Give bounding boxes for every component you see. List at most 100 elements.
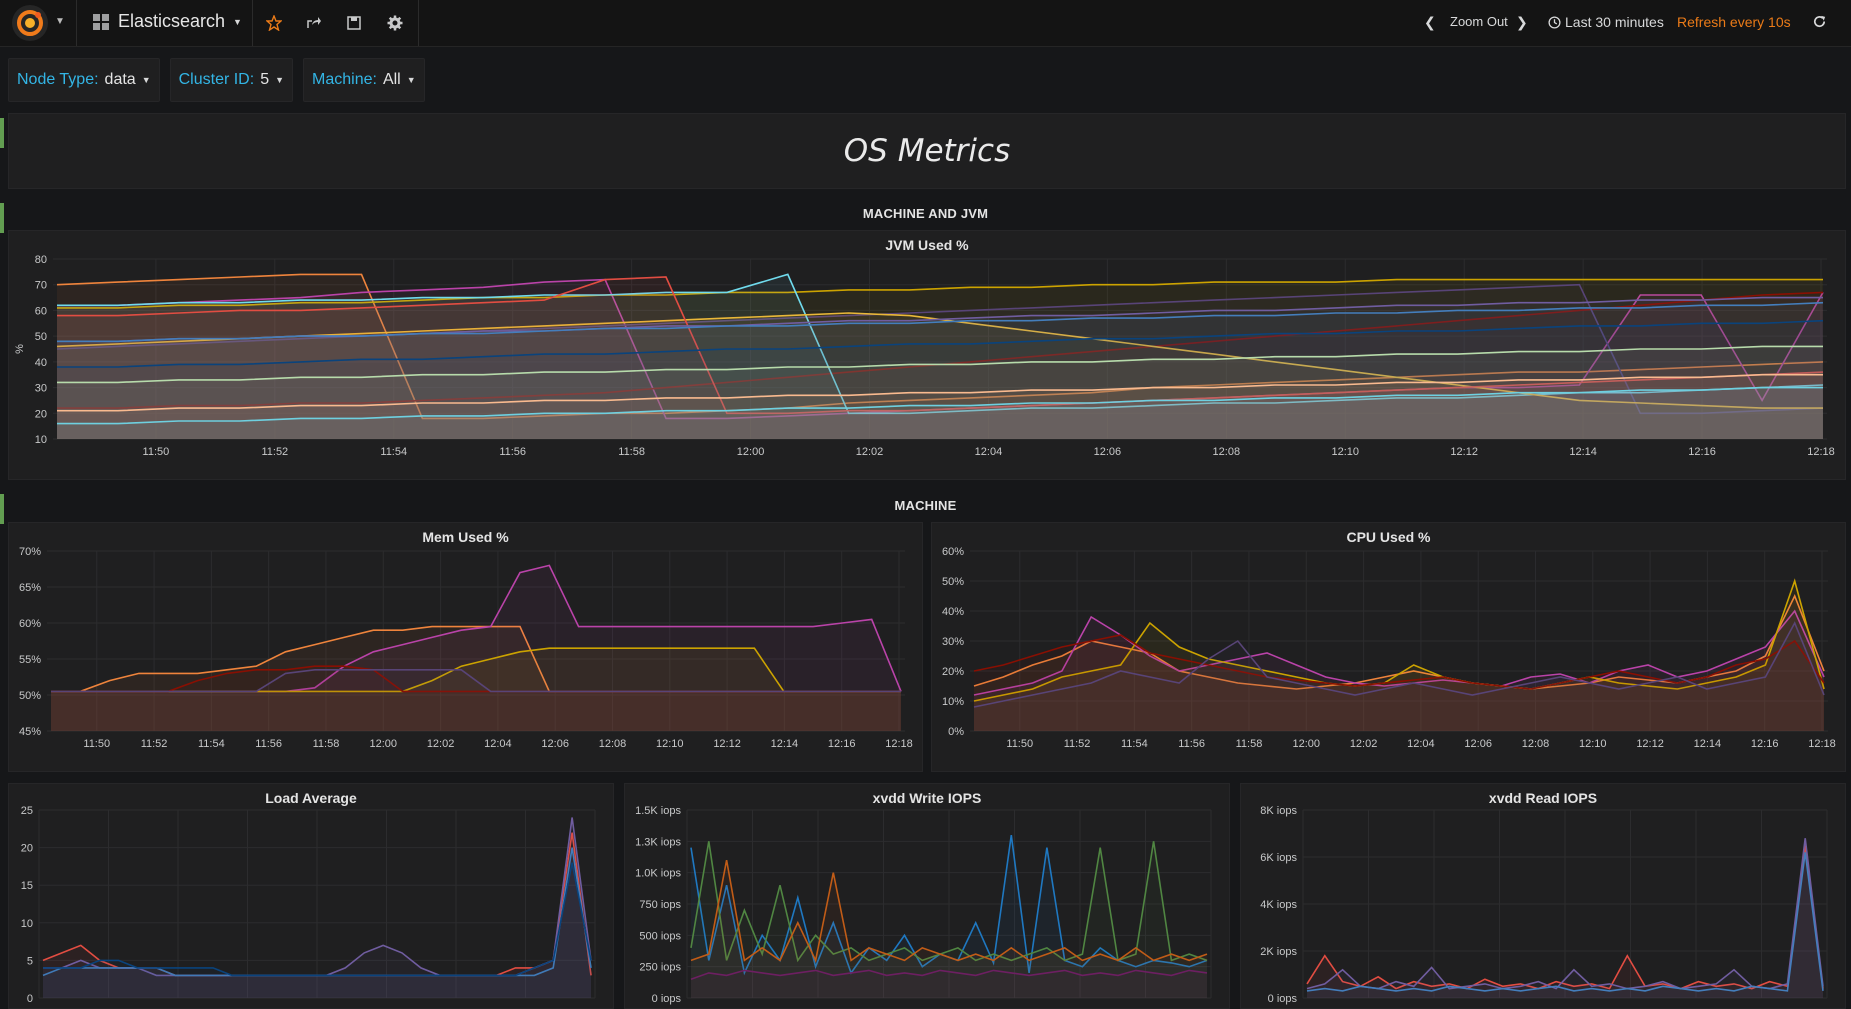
y-tick-label: 30 <box>35 383 47 395</box>
x-tick-label: 12:08 <box>1522 738 1550 750</box>
series-line[interactable] <box>57 319 1824 368</box>
series-line[interactable] <box>57 345 1823 384</box>
x-tick-label: 11:56 <box>255 738 282 750</box>
variable-value: data <box>104 71 136 88</box>
series-area <box>51 565 901 731</box>
row-title-machine-jvm[interactable]: MACHINE AND JVM <box>862 206 989 221</box>
series-line[interactable] <box>973 621 1825 708</box>
panel-title[interactable]: xvdd Read IOPS <box>1488 790 1598 806</box>
series-line[interactable] <box>690 841 1208 963</box>
series-area <box>691 970 1207 998</box>
series-line[interactable] <box>43 862 592 977</box>
series-line[interactable] <box>57 386 1823 425</box>
share-icon[interactable] <box>304 13 324 33</box>
x-tick-label: 12:16 <box>1688 446 1716 458</box>
series-line[interactable] <box>690 859 1208 963</box>
settings-gear-icon[interactable] <box>385 13 405 33</box>
row-title-machine[interactable]: MACHINE <box>894 498 957 513</box>
x-tick-label: 12:00 <box>737 446 765 458</box>
template-variables: Node Type: data ▼ Cluster ID: 5 ▼ Machin… <box>8 58 425 102</box>
series-area <box>57 320 1823 439</box>
x-tick-label: 12:14 <box>1569 446 1597 458</box>
chevron-down-icon: ▼ <box>141 75 151 85</box>
series-line[interactable] <box>973 634 1825 690</box>
y-tick-label: 0% <box>948 726 964 738</box>
chevron-down-icon: ▼ <box>406 75 416 85</box>
x-tick-label: 12:12 <box>1636 738 1664 750</box>
series-area <box>974 623 1824 731</box>
time-picker[interactable]: Last 30 minutes <box>1548 14 1664 30</box>
load-chart: 25 20 15 10 5 0 <box>21 805 596 1005</box>
y-tick-label: 60 <box>35 305 47 317</box>
variable-machine[interactable]: Machine: All ▼ <box>303 58 425 102</box>
x-tick-label: 12:18 <box>1807 446 1835 458</box>
zoom-out-button[interactable]: Zoom Out <box>1450 14 1508 29</box>
variable-cluster-id[interactable]: Cluster ID: 5 ▼ <box>169 58 294 102</box>
series-area <box>974 611 1824 731</box>
series-line[interactable] <box>57 373 1823 412</box>
x-tick-label: 12:10 <box>656 738 684 750</box>
y-tick-label: 25 <box>21 805 33 817</box>
x-tick-label: 12:10 <box>1331 446 1359 458</box>
y-tick-label: 500 iops <box>639 930 681 942</box>
series-line[interactable] <box>57 273 1824 415</box>
x-tick-label: 11:54 <box>1121 738 1148 750</box>
series-line[interactable] <box>57 301 1824 343</box>
series-area <box>57 302 1823 439</box>
save-icon[interactable] <box>344 13 364 33</box>
series-line[interactable] <box>56 273 1824 420</box>
row-collapse-handle[interactable] <box>0 203 4 233</box>
row-collapse-handle[interactable] <box>0 118 4 148</box>
row-collapse-handle[interactable] <box>0 494 4 524</box>
panel-title[interactable]: JVM Used % <box>885 237 969 253</box>
series-area <box>43 817 591 998</box>
series-line[interactable] <box>57 278 1823 309</box>
refresh-interval-label[interactable]: Refresh every 10s <box>1677 14 1791 30</box>
series-line[interactable] <box>690 969 1208 980</box>
variable-node-type[interactable]: Node Type: data ▼ <box>8 58 160 102</box>
y-tick-label: 80 <box>35 254 47 266</box>
x-tick-label: 12:14 <box>1694 738 1722 750</box>
series-area <box>51 666 901 731</box>
series-line[interactable] <box>973 578 1825 702</box>
y-tick-label: 50 <box>35 331 47 343</box>
series-line[interactable] <box>1306 838 1824 990</box>
grafana-logo-icon[interactable] <box>12 5 48 41</box>
y-tick-label: 45% <box>19 726 41 738</box>
variable-label: Node Type: <box>17 71 99 88</box>
y-tick-label: 1.3K iops <box>635 836 681 848</box>
series-area <box>974 596 1824 731</box>
x-tick-label: 12:16 <box>828 738 856 750</box>
chevron-left-icon[interactable]: ❮ <box>1424 14 1436 30</box>
x-tick-label: 11:58 <box>313 738 340 750</box>
y-tick-label: 1.5K iops <box>635 805 681 817</box>
series-line[interactable] <box>57 276 1824 415</box>
x-tick-label: 12:10 <box>1579 738 1607 750</box>
star-icon[interactable] <box>264 13 284 33</box>
series-line[interactable] <box>51 669 901 693</box>
y-tick-label: 4K iops <box>1260 899 1297 911</box>
y-tick-label: 40 <box>35 357 47 369</box>
panel-title[interactable]: Mem Used % <box>422 529 509 545</box>
logo-menu-caret-icon[interactable]: ▼ <box>55 16 65 27</box>
x-tick-label: 11:56 <box>499 446 526 458</box>
series-line[interactable] <box>1306 852 1824 992</box>
y-tick-label: 250 iops <box>639 962 681 974</box>
y-tick-label: 70 <box>35 280 47 292</box>
panel-title[interactable]: CPU Used % <box>1346 529 1431 545</box>
x-tick-label: 12:18 <box>1808 738 1836 750</box>
chevron-right-icon[interactable]: ❯ <box>1516 14 1528 30</box>
y-tick-label: 6K iops <box>1260 852 1297 864</box>
cpu-chart: 60% 50% 40% 30% 20% 10% 0% 11:50 11:52 11:54 11:56… <box>942 546 1836 750</box>
y-tick-label: 10 <box>21 918 33 930</box>
series-area <box>691 860 1207 998</box>
x-tick-label: 12:16 <box>1751 738 1779 750</box>
y-tick-label: 20% <box>942 666 964 678</box>
panel-title[interactable]: xvdd Write IOPS <box>872 790 982 806</box>
refresh-icon[interactable] <box>1812 14 1827 29</box>
series-line[interactable] <box>1306 845 1824 990</box>
dashboard-picker[interactable]: Elasticsearch ▼ <box>92 11 242 32</box>
x-tick-label: 12:08 <box>599 738 627 750</box>
series-line[interactable] <box>973 609 1825 696</box>
panel-title[interactable]: Load Average <box>265 790 357 806</box>
